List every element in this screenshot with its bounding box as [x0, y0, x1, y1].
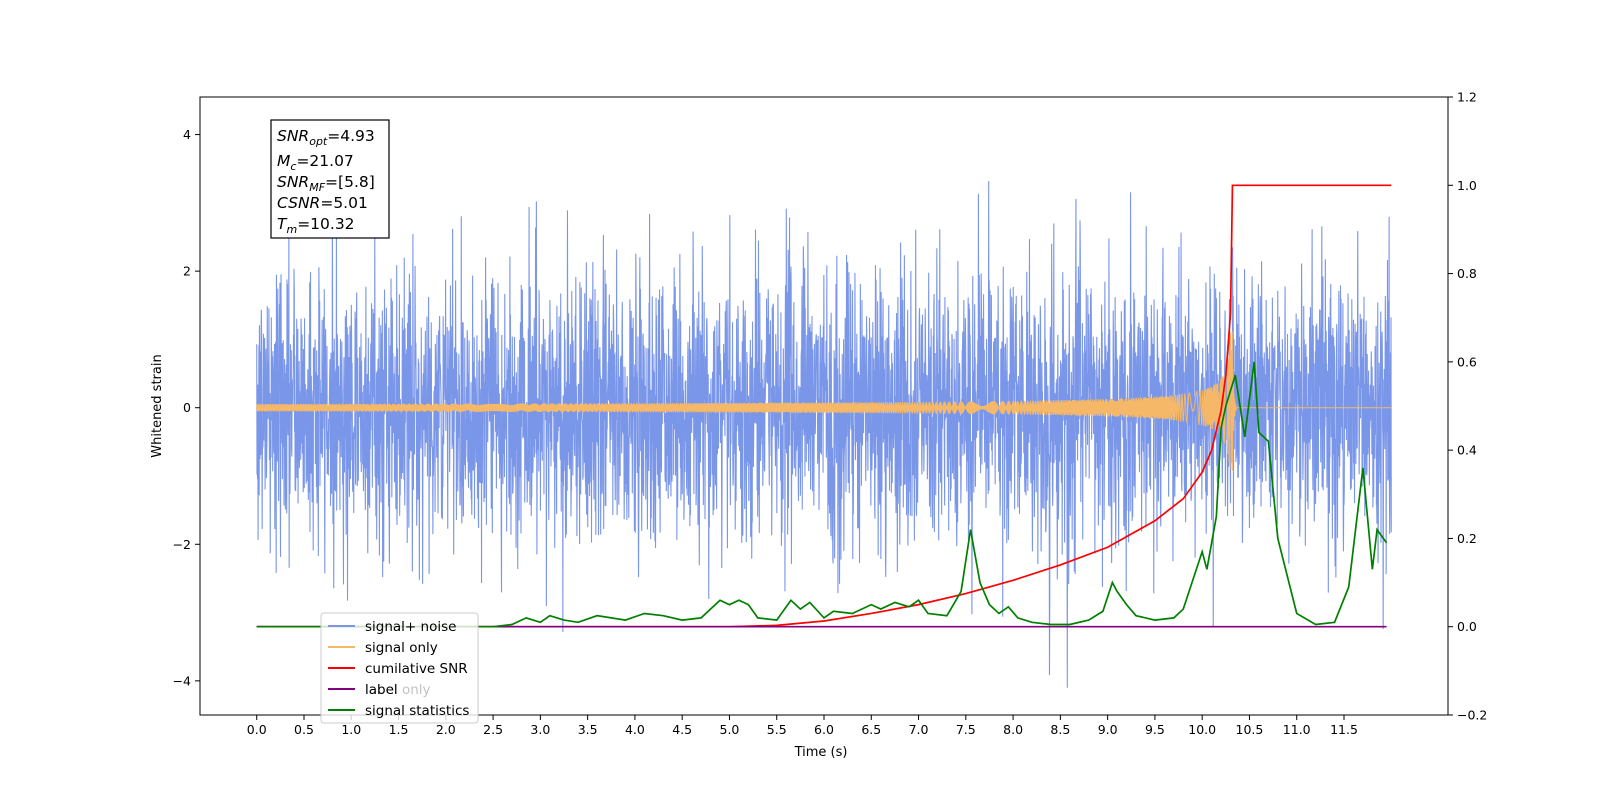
- y2-tick-label: 0.6: [1457, 354, 1477, 369]
- x-tick-label: 6.0: [814, 722, 834, 737]
- x-tick-label: 10.5: [1236, 722, 1264, 737]
- legend-label: label: [365, 682, 398, 698]
- x-axis-label: Time (s): [794, 745, 848, 760]
- x-tick-label: 1.0: [341, 722, 361, 737]
- info-snr-opt: SNRopt=4.93: [277, 127, 375, 148]
- y-tick-label: 0: [183, 400, 191, 415]
- x-tick-label: 6.5: [861, 722, 881, 737]
- y-tick-label: 4: [183, 127, 191, 142]
- x-tick-label: 9.0: [1098, 722, 1118, 737]
- x-tick-label: 7.5: [956, 722, 976, 737]
- y2-tick-label: 0.8: [1457, 266, 1477, 281]
- x-tick-label: 3.5: [578, 722, 598, 737]
- legend: signal+ noise signal only cumilative SNR…: [320, 612, 479, 724]
- x-tick-label: 11.5: [1330, 722, 1358, 737]
- info-mc: Mc=21.07: [277, 152, 354, 173]
- legend-cumulative-snr: cumilative SNR: [365, 661, 468, 677]
- info-csnr: CSNR=5.01: [277, 194, 368, 212]
- y2-tick-label: −0.2: [1457, 708, 1487, 723]
- y2-tick-label: 0.4: [1457, 443, 1477, 458]
- series-signal-only: [256, 331, 1392, 471]
- axes: 0.0 0.5 1.0 1.5 2.0 2.5 3.0 3.5 4.0 4.5 5.0 5.5 6.0 6…: [173, 90, 1488, 738]
- y-tick-label: −2: [173, 537, 191, 552]
- series-signal-statistics: [256, 361, 1388, 628]
- x-tick-label: 0.5: [294, 722, 314, 737]
- x-tick-label: 8.0: [1003, 722, 1023, 737]
- x-tick-label: 2.0: [436, 722, 456, 737]
- x-tick-label: 0.0: [247, 722, 267, 737]
- x-tick-label: 4.0: [625, 722, 645, 737]
- y-tick-label: 2: [183, 264, 191, 279]
- y2-tick-label: 1.0: [1457, 178, 1477, 193]
- legend-signal-only: signal only: [365, 640, 438, 656]
- x-tick-label: 10.0: [1188, 722, 1216, 737]
- info-tm: Tm=10.32: [277, 215, 355, 236]
- x-tick-label: 11.0: [1283, 722, 1311, 737]
- x-tick-label: 9.5: [1145, 722, 1165, 737]
- info-box-frame: [270, 119, 390, 239]
- info-snr-mf: SNRMF=[5.8]: [277, 173, 375, 194]
- x-tick-label: 8.5: [1050, 722, 1070, 737]
- y2-tick-label: 1.2: [1457, 90, 1477, 105]
- y2-tick-label: 0.0: [1457, 619, 1477, 634]
- y-axis-label: Whitened strain: [150, 354, 165, 457]
- legend-signal-statistics: signal statistics: [365, 703, 469, 719]
- legend-label-only: label only: [365, 682, 431, 698]
- info-box: SNRopt=4.93 Mc=21.07 SNRMF=[5.8] CSNR=5.…: [270, 119, 390, 239]
- x-tick-label: 4.5: [672, 722, 692, 737]
- x-tick-label: 5.5: [767, 722, 787, 737]
- x-tick-label: 5.0: [720, 722, 740, 737]
- x-tick-label: 1.5: [389, 722, 409, 737]
- legend-frame: [320, 612, 479, 724]
- x-tick-label: 2.5: [483, 722, 503, 737]
- plot-area: [256, 181, 1392, 688]
- legend-signal-noise: signal+ noise: [365, 619, 456, 635]
- y2-tick-label: 0.2: [1457, 531, 1477, 546]
- x-tick-label: 3.0: [530, 722, 550, 737]
- series-cumulative-snr: [256, 184, 1392, 628]
- x-tick-label: 7.0: [909, 722, 929, 737]
- y-tick-label: −4: [173, 673, 191, 688]
